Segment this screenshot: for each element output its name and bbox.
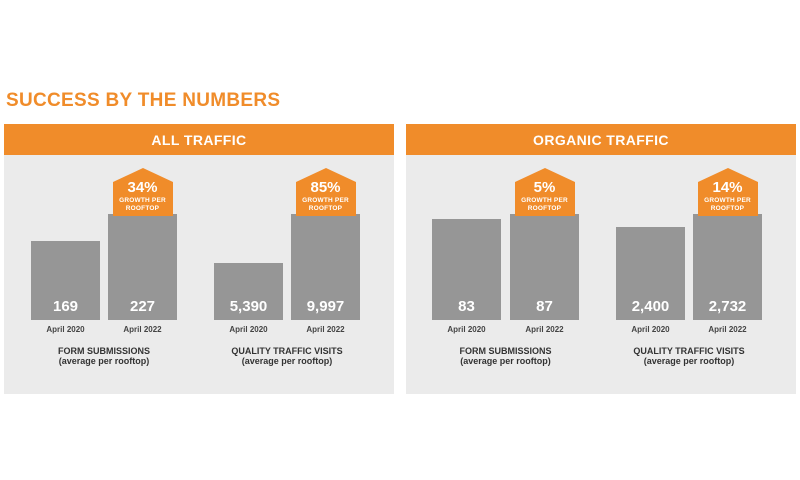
x-tick-label: April 2020 xyxy=(46,325,85,334)
page-title: SUCCESS BY THE NUMBERS xyxy=(6,90,281,111)
metric-name: QUALITY TRAFFIC VISITS xyxy=(633,346,745,356)
growth-badge: 34% GROWTH PER ROOFTOP xyxy=(112,168,173,216)
growth-subtitle: GROWTH PER ROOFTOP xyxy=(521,197,568,212)
growth-badge-shape xyxy=(295,168,356,216)
metric-subtitle: (average per rooftop) xyxy=(58,356,150,366)
metric-title: FORM SUBMISSIONS (average per rooftop) xyxy=(421,346,591,366)
metric-subtitle: (average per rooftop) xyxy=(643,356,735,366)
bar-value-label: 5,390 xyxy=(229,298,268,315)
metric-subtitle: (average per rooftop) xyxy=(241,356,333,366)
bar-april-2022: 227 xyxy=(108,214,177,320)
growth-badge: 85% GROWTH PER ROOFTOP xyxy=(295,168,356,216)
growth-percent: 5% xyxy=(533,179,556,196)
x-tick-label: April 2020 xyxy=(447,325,486,334)
panel-header: ORGANIC TRAFFIC xyxy=(406,124,796,155)
bar-value-label: 9,997 xyxy=(306,298,345,315)
growth-badge-shape xyxy=(514,168,575,216)
growth-percent: 34% xyxy=(127,179,158,196)
bar-value-label: 83 xyxy=(458,298,475,315)
bar-april-2022: 9,997 xyxy=(291,214,360,320)
x-tick-label: April 2022 xyxy=(525,325,564,334)
x-tick-label: April 2020 xyxy=(631,325,670,334)
x-tick-label: April 2022 xyxy=(123,325,162,334)
x-tick-label: April 2020 xyxy=(229,325,268,334)
metric-title: FORM SUBMISSIONS (average per rooftop) xyxy=(19,346,189,366)
metric-title: QUALITY TRAFFIC VISITS (average per rooft… xyxy=(202,346,372,366)
bar-value-label: 2,732 xyxy=(708,298,747,315)
bar-april-2020: 2,400 xyxy=(616,227,685,320)
growth-badge-shape xyxy=(697,168,758,216)
bar-value-label: 2,400 xyxy=(631,298,670,315)
bar-april-2020: 83 xyxy=(432,219,501,320)
growth-percent: 14% xyxy=(712,179,743,196)
panel-header: ALL TRAFFIC xyxy=(4,124,394,155)
metric-name: QUALITY TRAFFIC VISITS xyxy=(231,346,343,356)
metric-name: FORM SUBMISSIONS xyxy=(57,346,150,356)
growth-subtitle: GROWTH PER ROOFTOP xyxy=(704,197,751,212)
growth-subtitle: GROWTH PER ROOFTOP xyxy=(302,197,349,212)
bar-value-label: 87 xyxy=(536,298,553,315)
x-tick-label: April 2022 xyxy=(306,325,345,334)
x-tick-label: April 2022 xyxy=(708,325,747,334)
bar-april-2020: 169 xyxy=(31,241,100,320)
organic-traffic-panel: ORGANIC TRAFFIC 83 April 2020 87 April 2022… xyxy=(406,124,796,394)
growth-badge: 5% GROWTH PER ROOFTOP xyxy=(514,168,575,216)
bar-value-label: 227 xyxy=(129,298,156,315)
bar-april-2022: 2,732 xyxy=(693,214,762,320)
bar-value-label: 169 xyxy=(52,298,79,315)
growth-subtitle: GROWTH PER ROOFTOP xyxy=(119,197,166,212)
growth-percent: 85% xyxy=(310,179,341,196)
metric-subtitle: (average per rooftop) xyxy=(460,356,551,366)
metric-title: QUALITY TRAFFIC VISITS (average per rooft… xyxy=(604,346,774,366)
metric-name: FORM SUBMISSIONS xyxy=(459,346,552,356)
growth-badge-shape xyxy=(112,168,173,216)
bar-april-2022: 87 xyxy=(510,214,579,320)
bar-april-2020: 5,390 xyxy=(214,263,283,320)
all-traffic-panel: ALL TRAFFIC 169 April 2020 227 April 2022 34… xyxy=(4,124,394,394)
growth-badge: 14% GROWTH PER ROOFTOP xyxy=(697,168,758,216)
